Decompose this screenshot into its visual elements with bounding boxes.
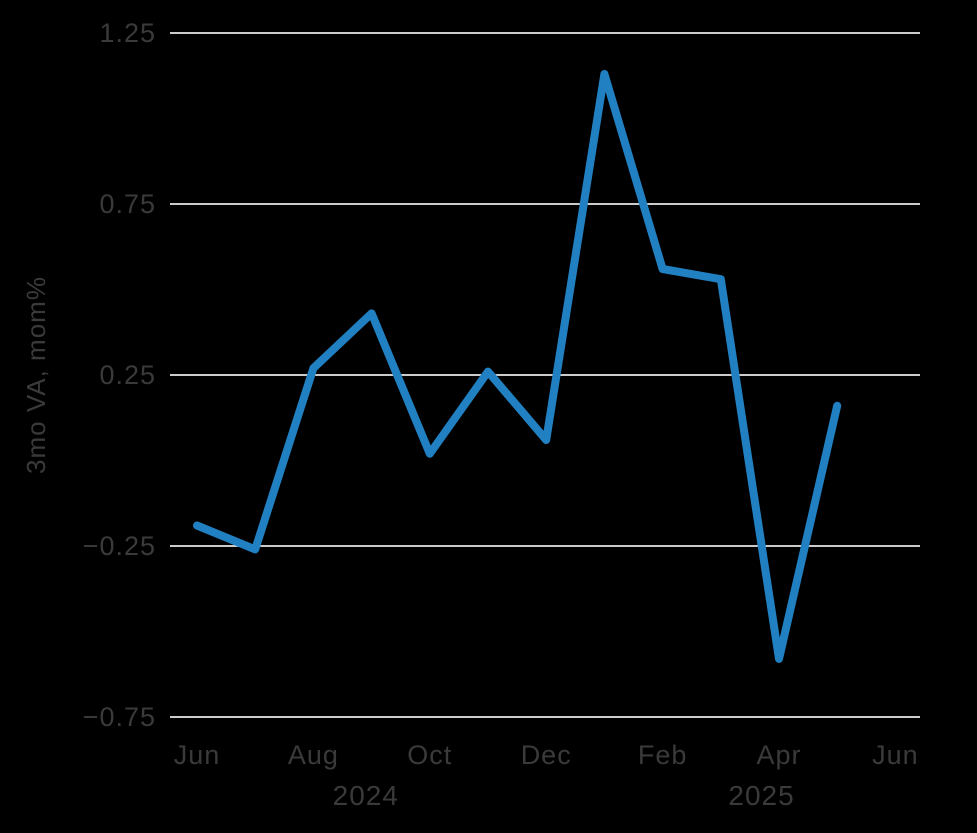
line-series bbox=[193, 70, 842, 663]
y-tick-label: −0.75 bbox=[83, 702, 156, 732]
x-tick-label: Dec bbox=[521, 740, 572, 770]
x-axis-year-label: 2025 bbox=[728, 780, 794, 811]
x-axis-ticks: Jun Aug Oct Dec Feb Apr Jun bbox=[174, 740, 919, 770]
x-axis-year-label: 2024 bbox=[333, 780, 399, 811]
x-tick-label: Jun bbox=[872, 740, 919, 770]
y-tick-label: 1.25 bbox=[99, 18, 156, 48]
y-axis-ticks: 1.25 0.75 0.25 −0.25 −0.75 bbox=[83, 18, 156, 732]
x-tick-label: Oct bbox=[407, 740, 452, 770]
y-axis-title: 3mo VA, mom% bbox=[21, 276, 51, 474]
x-axis-year-labels: 2024 2025 bbox=[333, 780, 794, 811]
y-tick-label: 0.75 bbox=[99, 189, 156, 219]
x-tick-label: Jun bbox=[174, 740, 221, 770]
x-tick-label: Feb bbox=[638, 740, 688, 770]
y-tick-label: 0.25 bbox=[99, 360, 156, 390]
y-tick-label: −0.25 bbox=[83, 531, 156, 561]
x-tick-label: Aug bbox=[288, 740, 339, 770]
data-series-line bbox=[193, 70, 842, 663]
gridlines bbox=[170, 32, 920, 718]
x-tick-label: Apr bbox=[756, 740, 801, 770]
